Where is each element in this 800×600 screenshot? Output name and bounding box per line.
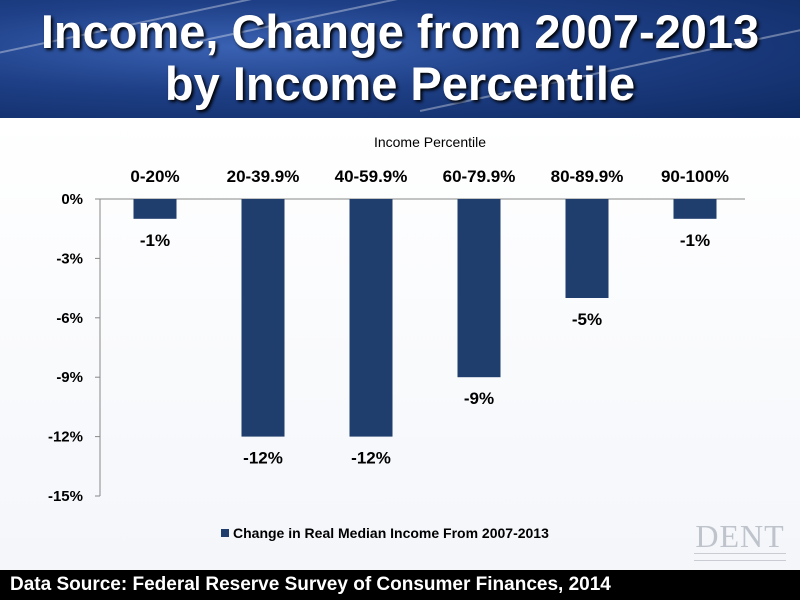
data-label: -5% [572,310,602,329]
legend-swatch [221,529,229,537]
footer-bar: Data Source: Federal Reserve Survey of C… [0,570,800,600]
y-tick-label: -12% [48,429,83,446]
title-banner: Income, Change from 2007-2013 by Income … [0,0,800,118]
data-label: -12% [351,449,391,468]
bar [565,199,609,298]
logo-rule [694,553,786,561]
category-label: 80-89.9% [551,167,624,186]
bar [673,199,717,219]
dent-logo: DENT [688,518,792,561]
legend-label: Change in Real Median Income From 2007-2… [233,525,549,541]
y-tick-label: -15% [48,488,83,505]
logo-wordmark: DENT [695,518,785,554]
page-title: Income, Change from 2007-2013 by Income … [0,6,800,110]
data-label: -9% [464,389,494,408]
y-tick-label: -9% [56,369,83,386]
bar [241,199,285,437]
data-label: -1% [140,231,170,250]
category-labels: 0-20% 20-39.9% 40-59.9% 60-79.9% 80-89.9% 90-… [130,167,729,186]
bar [349,199,393,437]
bars [133,199,717,437]
y-axis: 0% -3% -6% -9% -12% -15% [48,191,745,505]
bar [457,199,501,378]
data-source: Data Source: Federal Reserve Survey of C… [10,574,611,595]
data-label: -1% [680,231,710,250]
x-axis-title: Income Percentile [374,134,486,150]
y-tick-label: -3% [56,250,83,267]
category-label: 60-79.9% [443,167,516,186]
category-label: 0-20% [130,167,179,186]
y-tick-label: -6% [56,310,83,327]
data-label: -12% [243,449,283,468]
title-line-2: by Income Percentile [164,57,636,110]
data-labels: -1% -12% -12% -9% -5% -1% [140,231,710,468]
title-line-1: Income, Change from 2007-2013 [40,5,760,58]
chart-area: Income Percentile 0-20% 20-39.9% 40-59.9% 6… [0,118,800,570]
bar-chart: Income Percentile 0-20% 20-39.9% 40-59.9% 6… [48,134,745,541]
bar [133,199,177,219]
category-label: 20-39.9% [227,167,300,186]
legend: Change in Real Median Income From 2007-2… [221,525,549,541]
category-label: 90-100% [661,167,729,186]
category-label: 40-59.9% [335,167,408,186]
y-tick-label: 0% [61,191,83,208]
